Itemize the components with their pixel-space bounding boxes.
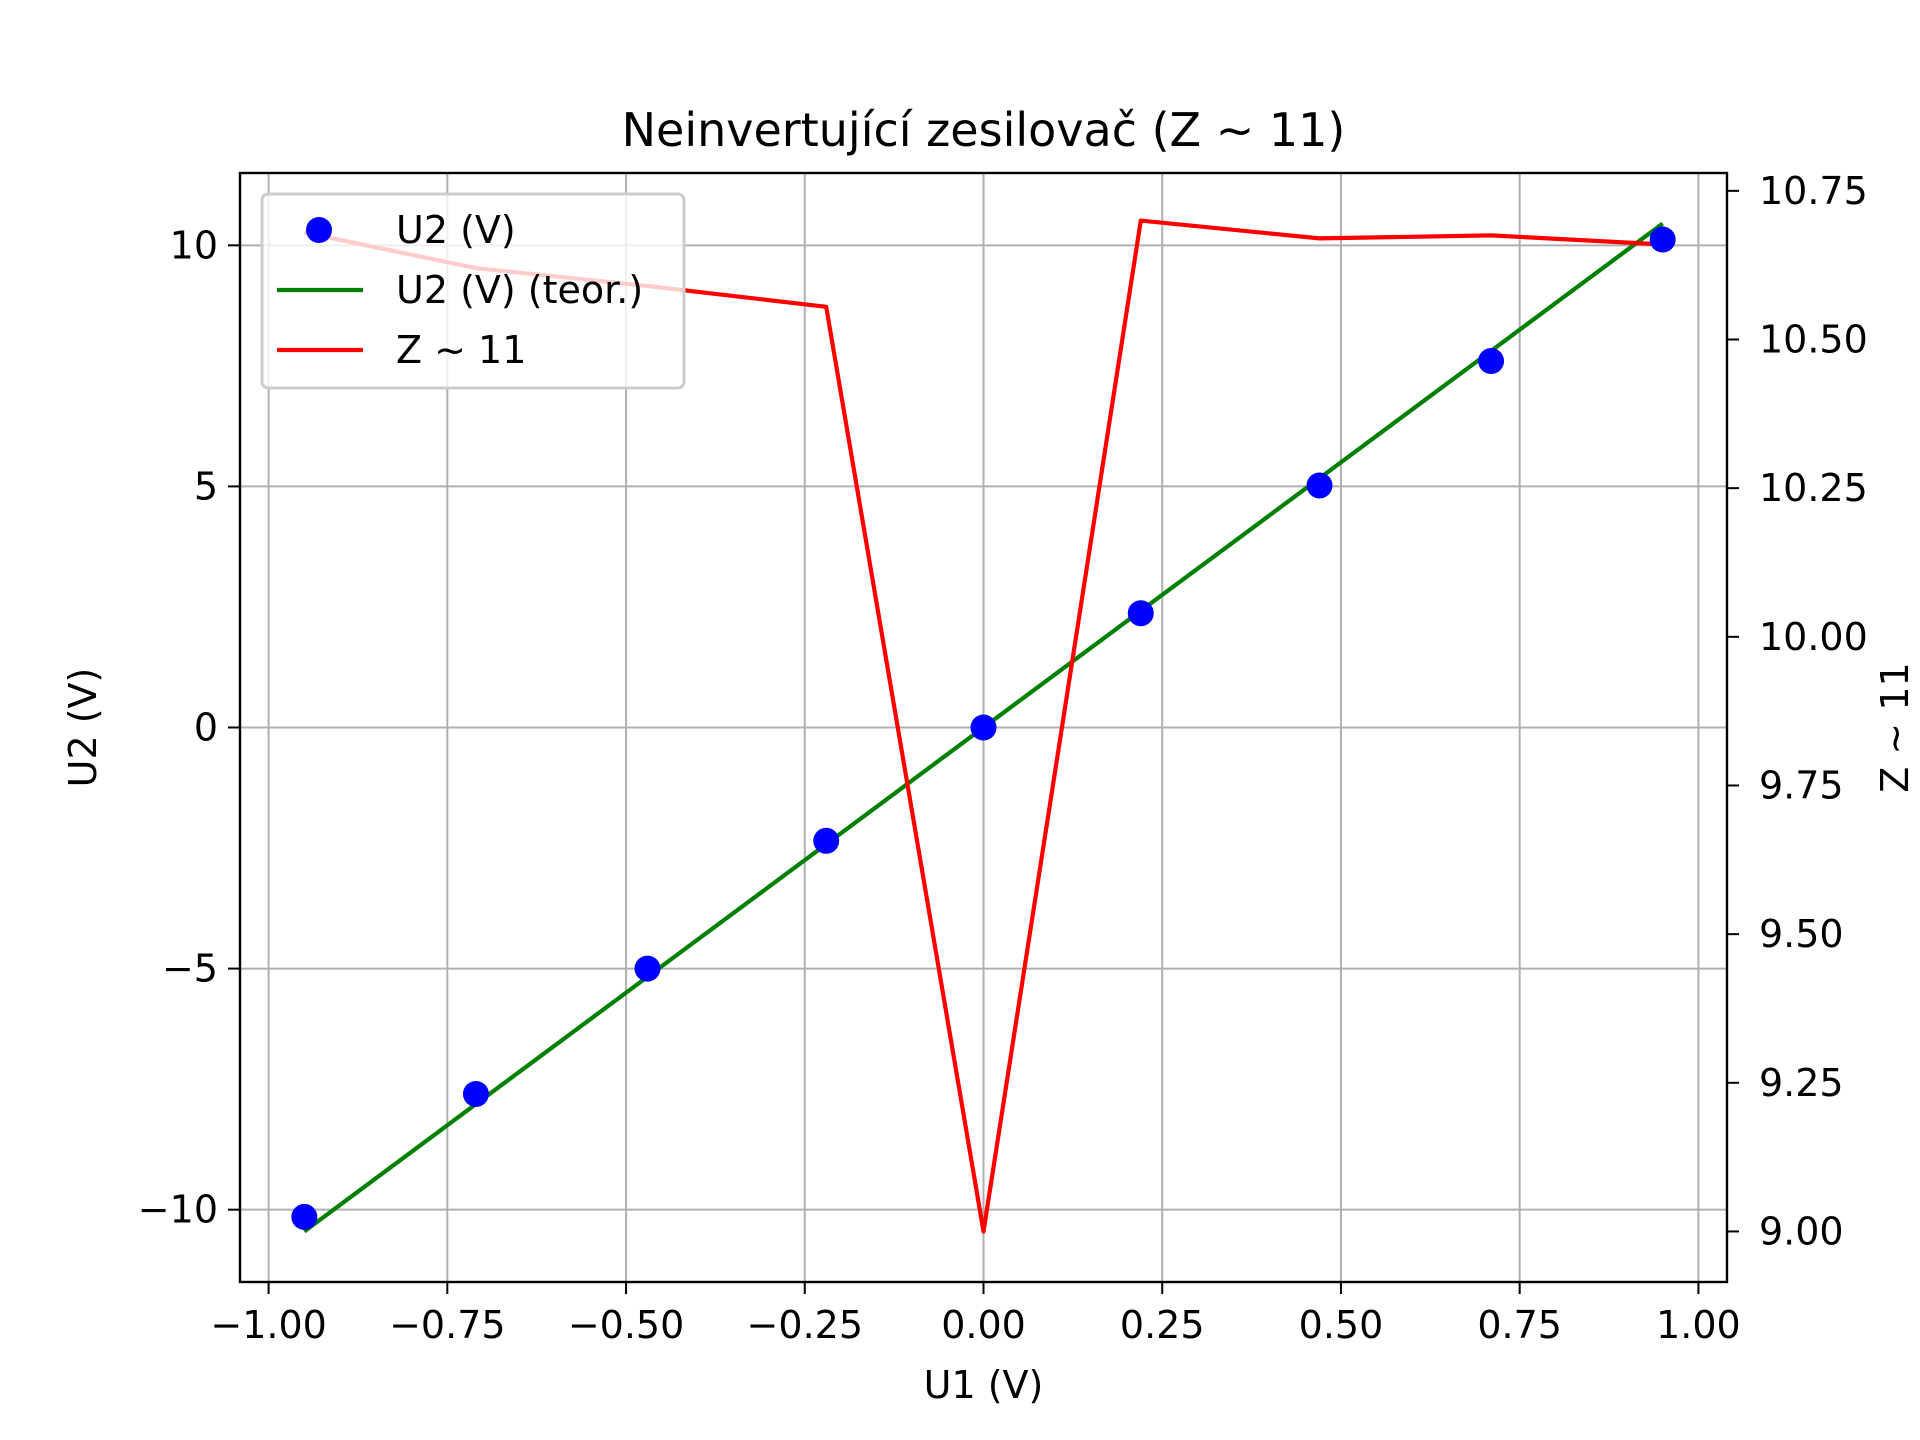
- y2-axis-title: Z ~ 11: [1873, 662, 1917, 792]
- data-point: [462, 1080, 489, 1107]
- legend-label: U2 (V) (teor.): [396, 268, 643, 312]
- data-point: [970, 714, 997, 741]
- y2-tick-label: 9.75: [1759, 763, 1844, 807]
- legend-marker: [306, 217, 332, 243]
- x-axis: −1.00 −0.75 −0.50 −0.25 0.00 0.25 0.50 0.75 1.00: [210, 1282, 1741, 1347]
- y2-tick-label: 9.50: [1759, 912, 1844, 956]
- y2-tick-label: 9.25: [1759, 1061, 1844, 1105]
- x-tick-label: −1.00: [210, 1303, 326, 1347]
- y-tick-label: 10: [170, 223, 218, 267]
- y-axis: −10 −5 0 5 10: [138, 223, 240, 1232]
- legend-label: U2 (V): [396, 208, 516, 252]
- data-point: [1127, 600, 1154, 627]
- data-point: [1306, 472, 1333, 499]
- data-point: [1649, 226, 1676, 253]
- x-tick-label: 1.00: [1656, 1303, 1741, 1347]
- y-tick-label: −10: [138, 1188, 218, 1232]
- y-tick-label: −5: [162, 947, 218, 991]
- data-point: [634, 955, 661, 982]
- y2-axis: 9.00 9.25 9.50 9.75 10.00 10.25 10.50 10.75: [1727, 169, 1868, 1253]
- x-tick-label: −0.50: [568, 1303, 684, 1347]
- x-tick-label: −0.25: [747, 1303, 863, 1347]
- y2-tick-label: 10.50: [1759, 317, 1868, 361]
- y-tick-label: 5: [194, 464, 218, 508]
- y2-tick-label: 10.75: [1759, 169, 1868, 213]
- x-tick-label: −0.75: [389, 1303, 505, 1347]
- data-point: [291, 1203, 318, 1230]
- x-tick-label: 0.00: [941, 1303, 1026, 1347]
- y2-tick-label: 10.25: [1759, 466, 1868, 510]
- chart-title: Neinvertující zesilovač (Z ~ 11): [622, 103, 1346, 157]
- y2-tick-label: 10.00: [1759, 615, 1868, 659]
- legend-box: [260, 192, 686, 390]
- data-point: [1478, 348, 1505, 375]
- x-tick-label: 0.25: [1120, 1303, 1205, 1347]
- x-tick-label: 0.50: [1299, 1303, 1384, 1347]
- y-tick-label: 0: [194, 706, 218, 750]
- legend-label: Z ~ 11: [396, 328, 526, 372]
- data-point: [813, 827, 840, 854]
- x-tick-label: 0.75: [1477, 1303, 1562, 1347]
- legend: U2 (V) U2 (V) (teor.) Z ~ 11: [260, 192, 686, 390]
- y-axis-title: U2 (V): [61, 668, 105, 788]
- y2-tick-label: 9.00: [1759, 1209, 1844, 1253]
- x-axis-title: U1 (V): [924, 1363, 1044, 1407]
